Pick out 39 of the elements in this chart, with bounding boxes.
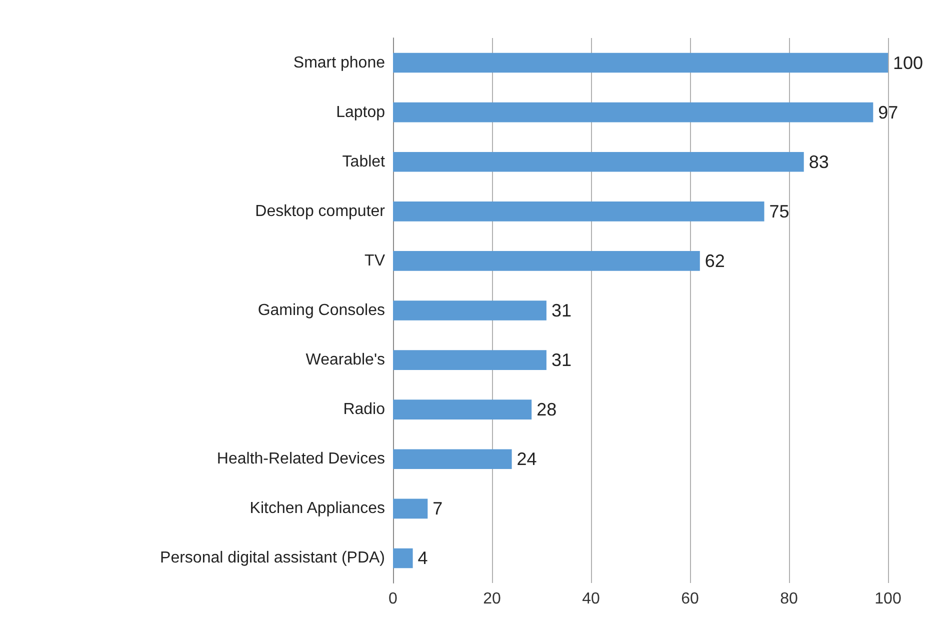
y-tick-label: Health-Related Devices — [216, 450, 385, 468]
bar — [393, 102, 874, 122]
data-label: 83 — [808, 152, 829, 172]
y-tick-label: Wearable's — [306, 352, 385, 369]
bar — [393, 300, 546, 320]
x-tick-label: 0 — [388, 590, 398, 608]
bar — [393, 251, 700, 271]
data-label: 100 — [893, 52, 924, 73]
bar — [393, 202, 764, 222]
y-tick-label: Personal digital assistant (PDA) — [160, 550, 385, 567]
y-tick-label: Kitchen Appliances — [250, 500, 385, 518]
bar — [393, 350, 546, 370]
data-label: 97 — [878, 102, 898, 122]
y-tick-label: Desktop computer — [255, 202, 386, 220]
y-tick-label: Laptop — [336, 104, 386, 121]
y-tick-label: Gaming Consoles — [258, 302, 385, 319]
y-tick-label: Tablet — [342, 153, 386, 170]
data-label: 28 — [536, 400, 557, 420]
data-label: 4 — [418, 548, 428, 568]
bar — [393, 152, 804, 172]
x-tick-label: 20 — [483, 590, 501, 608]
bar — [393, 498, 428, 519]
x-tick-label: 60 — [681, 590, 699, 608]
data-label: 75 — [769, 201, 790, 222]
data-label: 31 — [551, 350, 572, 370]
x-tick-label: 80 — [780, 590, 798, 608]
x-tick-label: 100 — [874, 590, 902, 608]
y-tick-label: Smart phone — [293, 54, 386, 72]
data-label: 24 — [516, 449, 537, 470]
bar — [393, 400, 532, 420]
data-label: 62 — [704, 250, 725, 271]
y-tick-label: Radio — [343, 401, 386, 418]
data-label: 31 — [551, 300, 572, 320]
bar — [393, 548, 413, 568]
bar — [393, 449, 512, 470]
bar — [393, 52, 888, 73]
data-label: 7 — [432, 498, 443, 519]
x-tick-label: 40 — [582, 590, 600, 608]
y-tick-label: TV — [364, 252, 386, 270]
